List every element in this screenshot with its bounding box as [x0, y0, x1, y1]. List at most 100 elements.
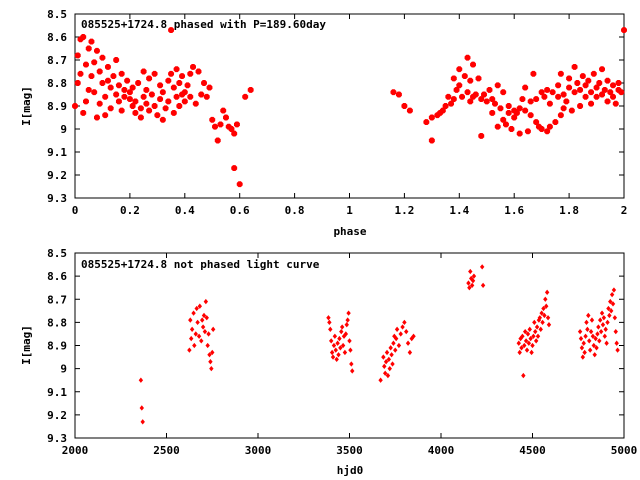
phased-plot-title: 085525+1724.8 phased with P=189.60day: [81, 18, 326, 31]
phased-data-point: [88, 38, 95, 45]
unphased-data-point: [339, 328, 344, 335]
unphased-data-point: [387, 365, 392, 372]
unphased-data-point: [526, 340, 532, 346]
unphased-data-point: [534, 324, 540, 330]
phased-data-point: [538, 89, 545, 96]
phased-data-point: [159, 89, 166, 96]
unphased-data-point: [407, 349, 413, 356]
unphased-data-point: [204, 315, 209, 321]
unphased-data-point: [349, 361, 354, 367]
phased-data-point: [568, 107, 575, 114]
phased-data-point: [489, 109, 496, 116]
phased-data-point: [390, 89, 397, 96]
phased-data-point: [585, 77, 592, 84]
unphased-data-point: [522, 342, 527, 349]
phased-data-point: [599, 66, 605, 73]
unphased-data-point: [595, 331, 600, 337]
phased-x-tick-label: 0.8: [285, 204, 305, 217]
phased-data-point: [445, 93, 452, 100]
unphased-data-point: [193, 331, 198, 337]
phased-data-point: [143, 100, 150, 107]
unphased-data-point: [525, 331, 531, 337]
phased-data-point: [582, 93, 589, 100]
unphased-data-point: [192, 342, 197, 349]
phased-data-point: [126, 96, 133, 103]
phased-data-point: [85, 86, 92, 93]
phased-data-point: [470, 61, 476, 68]
phased-data-point: [544, 128, 551, 135]
unphased-data-point: [385, 372, 391, 379]
phased-data-point: [201, 80, 207, 86]
unphased-data-point: [577, 328, 583, 335]
unphased-data-point: [402, 319, 407, 326]
phased-data-point: [159, 116, 166, 123]
phased-data-point: [563, 98, 570, 105]
unphased-data-point: [601, 315, 607, 321]
unphased-y-tick-label: 9: [60, 363, 67, 376]
unphased-data-point: [138, 377, 144, 383]
unphased-data-point: [382, 363, 387, 369]
unphased-data-point: [205, 342, 210, 349]
unphased-data-point: [594, 345, 599, 351]
phased-data-point: [621, 27, 627, 34]
unphased-data-point: [529, 349, 534, 356]
phased-x-tick-label: 0: [72, 204, 79, 217]
phased-data-point: [478, 96, 485, 103]
unphased-data-point: [597, 338, 602, 344]
unphased-data-point: [593, 335, 598, 342]
unphased-data-point: [327, 319, 332, 326]
phased-data-point: [96, 100, 103, 107]
phased-data-point: [513, 109, 520, 116]
phased-data-point: [181, 98, 188, 105]
phased-data-point: [541, 93, 548, 100]
unphased-y-tick-label: 9.2: [47, 409, 67, 422]
phased-data-point: [242, 93, 249, 100]
phased-data-point: [115, 82, 122, 89]
phased-data-point: [135, 80, 142, 86]
unphased-data-point: [521, 372, 526, 379]
phased-data-point: [184, 82, 191, 89]
unphased-data-point: [405, 340, 411, 346]
unphased-data-point: [404, 328, 409, 335]
unphased-data-point: [386, 356, 392, 363]
phased-data-point: [522, 84, 529, 91]
phased-data-point: [505, 103, 512, 109]
phased-data-point: [486, 86, 493, 93]
unphased-data-point: [538, 326, 543, 332]
unphased-data-point: [585, 326, 590, 332]
phased-data-point: [91, 59, 98, 66]
unphased-y-tick-label: 8.7: [47, 293, 67, 306]
phased-data-point: [406, 107, 413, 114]
phased-data-point: [212, 123, 218, 130]
phased-data-point: [80, 34, 87, 40]
unphased-data-point: [517, 349, 522, 356]
phased-y-tick-label: 8.6: [47, 31, 67, 44]
unphased-data-point: [590, 333, 596, 339]
phased-data-point: [113, 57, 120, 63]
phased-x-tick-label: 0.4: [175, 204, 195, 217]
unphased-data-point: [544, 289, 550, 295]
phased-data-point: [481, 91, 487, 98]
phased-data-point: [533, 96, 540, 103]
unphased-data-point: [347, 338, 352, 344]
phased-data-point: [610, 82, 616, 89]
phased-data-point: [94, 114, 100, 121]
unphased-data-point: [546, 322, 552, 328]
phased-data-point: [612, 100, 619, 107]
phased-data-point: [601, 86, 608, 93]
phased-data-point: [423, 119, 430, 126]
phased-data-point: [168, 27, 175, 34]
unphased-data-point: [467, 285, 472, 291]
phased-data-point: [593, 84, 600, 91]
phased-data-point: [527, 112, 534, 119]
unphased-y-tick-label: 8.8: [47, 316, 67, 329]
unphased-data-point: [599, 310, 605, 316]
unphased-data-point: [603, 326, 608, 332]
phased-data-point: [198, 91, 205, 98]
phased-data-point: [571, 89, 578, 96]
phased-data-point: [467, 98, 474, 105]
unphased-data-point: [519, 345, 524, 351]
phased-data-point: [115, 98, 122, 105]
phased-data-point: [187, 70, 194, 77]
unphased-data-point: [471, 273, 477, 279]
